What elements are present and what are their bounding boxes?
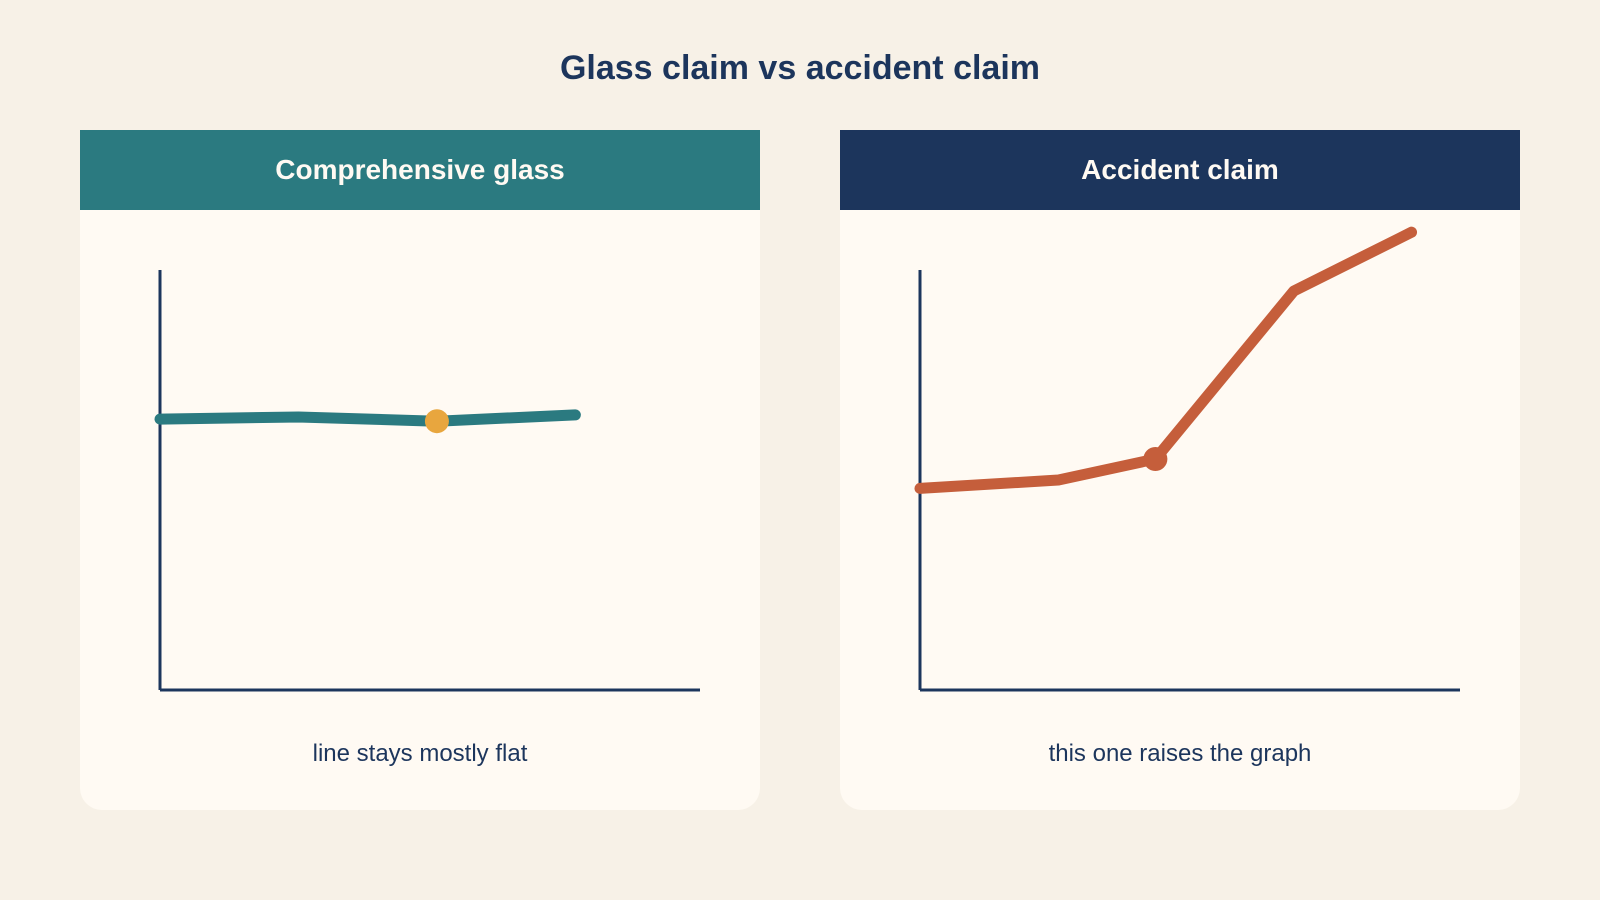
glass-highlight-point <box>424 409 449 434</box>
glass-claim-chart <box>154 270 700 692</box>
glass-claim-panel: Comprehensive glass line stays mostly fl… <box>80 130 760 810</box>
glass-claim-header: Comprehensive glass <box>80 130 760 210</box>
accident-claim-panel: Accident claim this one raises the graph <box>840 130 1520 810</box>
glass-claim-caption: line stays mostly flat <box>312 740 528 767</box>
accident-claim-header: Accident claim <box>840 130 1520 210</box>
glass-series-line <box>154 409 581 427</box>
page-title: Glass claim vs accident claim <box>559 49 1041 87</box>
accident-highlight-point <box>1143 447 1168 471</box>
accident-claim-chart <box>914 226 1460 692</box>
accident-claim-caption: this one raises the graph <box>1048 740 1312 767</box>
accident-series-line <box>914 226 1418 494</box>
